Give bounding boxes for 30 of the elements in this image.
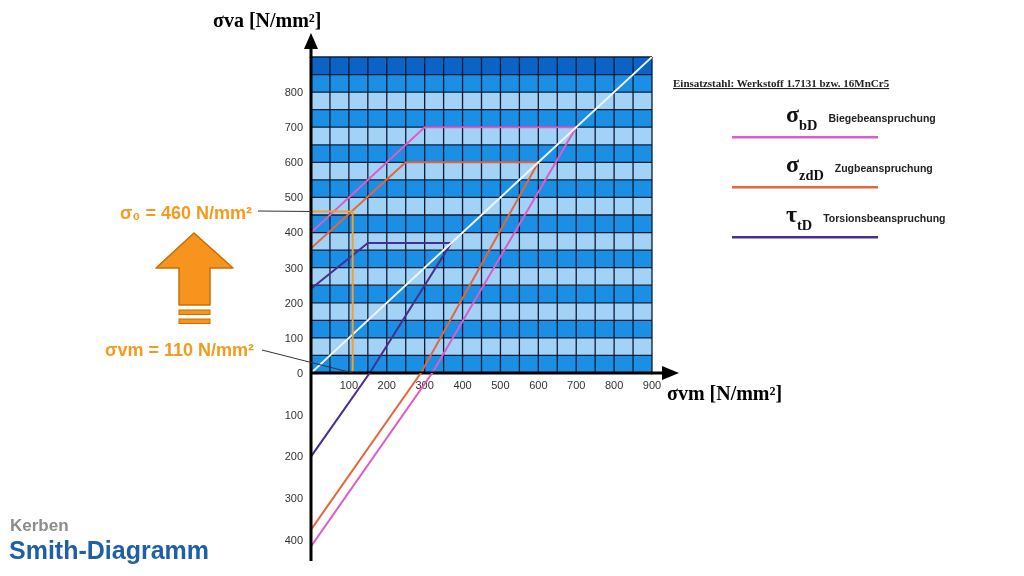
text: Kerben Smith-Diagramm	[9, 516, 210, 564]
y-tick-label: 500	[284, 191, 303, 204]
x-axis-title: σvm [N/mm²]	[667, 382, 783, 404]
y-tick-label: 300	[284, 492, 303, 505]
x-tick-label: 600	[529, 378, 548, 391]
y-tick-label: 800	[284, 86, 303, 99]
y-tick-label: 200	[284, 296, 303, 309]
y-tick-label: 0	[296, 366, 303, 379]
x-tick-label: 900	[642, 378, 662, 391]
x-tick-label: 200	[377, 378, 396, 391]
annotation: σvm = 110 N/mm²	[105, 340, 254, 360]
x-tick-label: 400	[453, 378, 472, 391]
y-tick-label: 100	[284, 331, 303, 344]
x-tick-label: 700	[567, 378, 586, 391]
text: σ$_{bD}$ Biegebeanspruchung	[786, 101, 936, 133]
annotation: σ₀ = 460 N/mm²	[120, 203, 252, 223]
y-tick-label: 600	[284, 156, 303, 169]
x-tick-label: 500	[491, 378, 510, 391]
y-tick-label: 400	[284, 226, 303, 239]
y-tick-label: 400	[284, 534, 303, 547]
text: τ$_{tD}$ Torsionsbeanspruchung	[786, 201, 946, 233]
y-tick-label: 100	[284, 408, 303, 421]
y-axis-title: σva [N/mm²]	[213, 9, 322, 31]
y-tick-label: 700	[284, 121, 303, 134]
text: σ$_{zdD}$ Zugbeanspruchung	[786, 151, 933, 183]
x-tick-label: 100	[339, 378, 359, 391]
y-tick-label: 200	[284, 450, 303, 463]
x-tick-label: 800	[604, 378, 624, 391]
y-tick-label: 300	[284, 261, 303, 274]
legend-title: Einsatzstahl: Werkstoff 1.7131 bzw. 16MnCr5	[673, 77, 890, 89]
